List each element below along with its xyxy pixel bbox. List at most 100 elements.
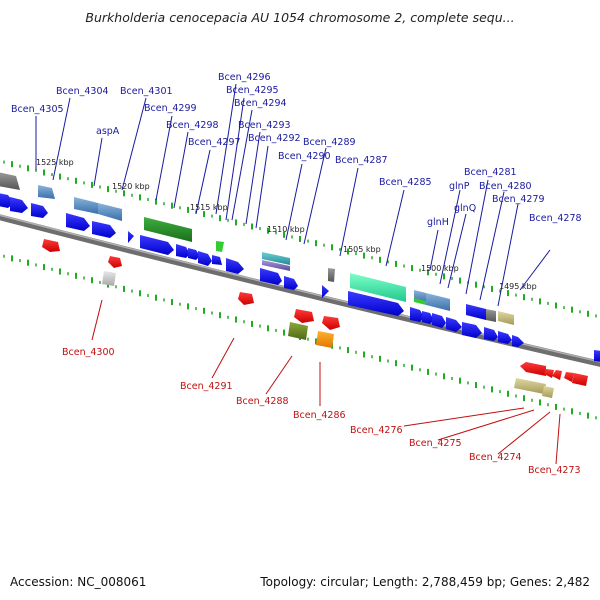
gene-label[interactable]: Bcen_4305: [11, 104, 64, 115]
gene-label[interactable]: Bcen_4301: [120, 86, 173, 97]
gene-feature[interactable]: [350, 273, 406, 302]
gene-feature[interactable]: [188, 248, 200, 260]
tick-label: 1500 kbp: [421, 264, 459, 273]
gene-feature[interactable]: [294, 309, 314, 323]
forward-gene-labels: Bcen_4305 Bcen_4304 Bcen_4301 aspA Bcen_…: [11, 72, 582, 228]
gene-label[interactable]: Bcen_4279: [492, 194, 545, 205]
gene-feature[interactable]: [410, 307, 424, 322]
gene-feature[interactable]: [262, 252, 290, 265]
gene-label[interactable]: Bcen_4304: [56, 86, 109, 97]
gene-feature[interactable]: [414, 298, 426, 305]
reverse-gene-labels: Bcen_4300 Bcen_4291 Bcen_4288 Bcen_4286 …: [62, 347, 581, 476]
gene-feature[interactable]: [31, 203, 48, 218]
tick-label: 1525 kbp: [36, 158, 74, 167]
gene-label[interactable]: Bcen_4294: [234, 98, 287, 109]
gene-feature[interactable]: [10, 197, 28, 213]
gene-feature[interactable]: [212, 255, 222, 265]
gene-feature[interactable]: [108, 256, 122, 268]
gene-feature[interactable]: [512, 335, 524, 347]
gene-feature[interactable]: [38, 185, 55, 199]
gene-feature[interactable]: [226, 258, 244, 274]
gene-label[interactable]: Bcen_4286: [293, 410, 346, 421]
gene-feature[interactable]: [42, 239, 60, 252]
gene-feature[interactable]: [216, 241, 224, 252]
gene-label[interactable]: Bcen_4285: [379, 177, 432, 188]
tick-label: 1505 kbp: [343, 245, 381, 254]
gene-feature[interactable]: [552, 370, 562, 380]
gene-feature[interactable]: [572, 373, 588, 386]
genes-label: Genes:: [509, 575, 552, 589]
gene-feature[interactable]: [514, 378, 546, 394]
gene-feature[interactable]: [74, 197, 98, 214]
gene-feature[interactable]: [520, 362, 546, 376]
gene-label[interactable]: glnP: [449, 181, 470, 192]
gene-label[interactable]: Bcen_4290: [278, 151, 331, 162]
gene-feature[interactable]: [322, 285, 329, 298]
gene-feature[interactable]: [498, 331, 512, 344]
gene-feature[interactable]: [542, 386, 554, 398]
gene-feature[interactable]: [594, 350, 600, 362]
gene-label[interactable]: Bcen_4276: [350, 425, 403, 436]
gene-label[interactable]: Bcen_4300: [62, 347, 115, 358]
gene-feature[interactable]: [486, 309, 496, 322]
gene-feature[interactable]: [260, 268, 282, 285]
gene-label[interactable]: Bcen_4289: [303, 137, 356, 148]
gene-label[interactable]: glnH: [427, 217, 449, 228]
gene-label[interactable]: aspA: [96, 126, 120, 137]
gene-feature[interactable]: [498, 311, 514, 325]
gene-feature[interactable]: [0, 172, 20, 190]
gene-feature[interactable]: [140, 235, 174, 255]
gene-feature[interactable]: [284, 276, 298, 290]
accession-value: NC_008061: [77, 575, 147, 589]
gene-label[interactable]: Bcen_4293: [238, 120, 291, 131]
gene-label[interactable]: Bcen_4295: [226, 85, 279, 96]
gene-feature[interactable]: [422, 311, 434, 324]
gene-feature[interactable]: [316, 331, 334, 348]
gene-feature[interactable]: [484, 327, 498, 341]
gene-feature[interactable]: [98, 203, 122, 221]
gene-label[interactable]: Bcen_4299: [144, 103, 197, 114]
gene-feature[interactable]: [544, 369, 554, 378]
length-label: Length:: [372, 575, 419, 589]
gene-feature[interactable]: [328, 268, 335, 282]
gene-label[interactable]: Bcen_4273: [528, 465, 581, 476]
gene-label[interactable]: Bcen_4296: [218, 72, 271, 83]
gene-label[interactable]: Bcen_4281: [464, 167, 517, 178]
tick-label: 1520 kbp: [112, 182, 150, 191]
gene-label[interactable]: Bcen_4280: [479, 181, 532, 192]
gene-label[interactable]: glnQ: [454, 203, 476, 214]
gene-feature[interactable]: [66, 213, 90, 231]
gene-label[interactable]: Bcen_4274: [469, 452, 522, 463]
gene-feature[interactable]: [92, 221, 116, 238]
gene-feature[interactable]: [176, 244, 190, 258]
gene-feature[interactable]: [462, 322, 482, 338]
gene-label[interactable]: Bcen_4275: [409, 438, 462, 449]
gene-label[interactable]: Bcen_4298: [166, 120, 219, 131]
gene-feature[interactable]: [432, 313, 446, 328]
gene-label[interactable]: Bcen_4292: [248, 133, 301, 144]
label-leaders: [35, 83, 561, 465]
gene-feature[interactable]: [262, 260, 290, 271]
tick-label: 1515 kbp: [190, 203, 228, 212]
gene-label[interactable]: Bcen_4278: [529, 213, 582, 224]
tick-label: 1495 kbp: [499, 282, 537, 291]
gene-feature[interactable]: [288, 322, 308, 340]
genes-value: 2,482: [555, 575, 590, 589]
topology-label: Topology:: [260, 575, 317, 589]
gene-feature[interactable]: [322, 316, 340, 330]
gene-feature[interactable]: [102, 271, 116, 286]
gene-feature[interactable]: [446, 317, 462, 332]
gene-label[interactable]: Bcen_4291: [180, 381, 233, 392]
gene-feature[interactable]: [128, 231, 134, 243]
gene-feature[interactable]: [348, 291, 404, 316]
gene-feature[interactable]: [144, 217, 192, 242]
gene-label[interactable]: Bcen_4287: [335, 155, 388, 166]
gene-feature[interactable]: [238, 292, 254, 305]
gene-label[interactable]: Bcen_4297: [188, 137, 241, 148]
gene-label[interactable]: Bcen_4288: [236, 396, 289, 407]
gene-feature[interactable]: [426, 293, 450, 311]
gene-feature[interactable]: [564, 372, 574, 382]
gene-feature[interactable]: [198, 251, 212, 266]
gene-feature[interactable]: [466, 304, 486, 320]
